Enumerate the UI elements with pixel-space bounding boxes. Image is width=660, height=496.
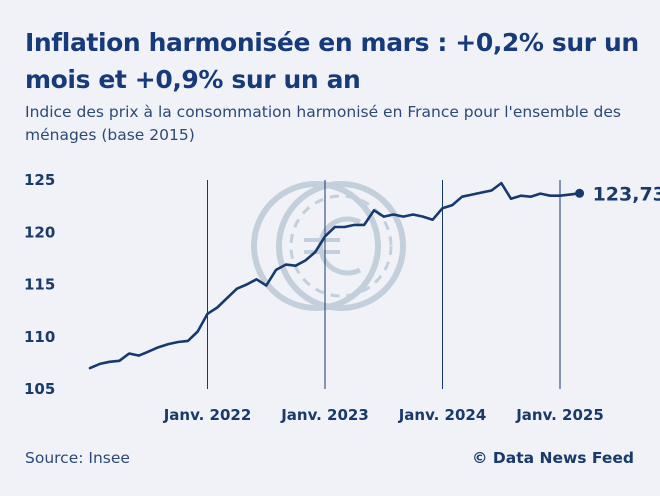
data-point: [264, 284, 268, 288]
data-point: [401, 215, 405, 219]
last-point-marker: [575, 188, 585, 198]
data-point: [548, 194, 552, 198]
data-point: [313, 250, 317, 254]
data-point: [176, 340, 180, 344]
data-point: [333, 225, 337, 229]
x-tick-label: Janv. 2024: [398, 406, 487, 424]
series-line: [88, 181, 581, 370]
data-point: [284, 263, 288, 267]
data-point: [441, 206, 445, 210]
y-tick-label: 120: [24, 223, 55, 241]
last-value-label: 123,73: [593, 183, 660, 205]
january-gridlines: [207, 180, 561, 389]
y-tick-label: 115: [24, 276, 55, 294]
data-point: [362, 223, 366, 227]
data-point: [254, 277, 258, 281]
data-point: [568, 193, 572, 197]
data-point: [98, 362, 102, 366]
data-point: [137, 354, 141, 358]
data-point: [499, 181, 503, 185]
data-point: [431, 218, 435, 222]
euro-coin-icon: [251, 181, 406, 311]
y-axis: 125 120 115 110 105: [24, 171, 55, 398]
data-point: [225, 296, 229, 300]
data-point: [147, 349, 151, 353]
data-point: [323, 234, 327, 238]
x-tick-label: Janv. 2025: [515, 406, 604, 424]
data-point: [460, 195, 464, 199]
data-point: [538, 192, 542, 196]
data-point: [127, 351, 131, 355]
data-point: [411, 212, 415, 216]
chart-title: Inflation harmonisée en mars : +0,2% sur…: [25, 28, 639, 94]
data-point: [274, 268, 278, 272]
data-point: [117, 359, 121, 363]
data-point: [470, 193, 474, 197]
data-point: [509, 197, 513, 201]
data-point: [489, 188, 493, 192]
y-tick-label: 110: [24, 328, 55, 346]
data-point: [529, 195, 533, 199]
data-point: [186, 339, 190, 343]
data-point: [88, 366, 92, 370]
data-point: [166, 342, 170, 346]
data-point: [450, 203, 454, 207]
data-point: [215, 305, 219, 309]
y-tick-label: 125: [24, 171, 55, 189]
data-point: [206, 312, 210, 316]
data-point: [245, 283, 249, 287]
chart-subtitle: Indice des prix à la consommation harmon…: [25, 103, 621, 144]
data-point: [392, 212, 396, 216]
x-tick-label: Janv. 2022: [163, 406, 252, 424]
data-point: [294, 264, 298, 268]
y-tick-label: 105: [24, 380, 55, 398]
data-point: [480, 191, 484, 195]
x-axis: Janv. 2022 Janv. 2023 Janv. 2024 Janv. 2025: [163, 406, 604, 424]
data-point: [108, 360, 112, 364]
data-point: [421, 215, 425, 219]
data-point: [352, 223, 356, 227]
data-point: [519, 194, 523, 198]
data-point: [382, 215, 386, 219]
source-note: Source: Insee: [25, 449, 130, 467]
series-hicp: 123,73: [88, 181, 660, 370]
data-point: [343, 225, 347, 229]
data-point: [157, 345, 161, 349]
data-point: [558, 194, 562, 198]
data-point: [196, 330, 200, 334]
data-point: [235, 287, 239, 291]
x-tick-label: Janv. 2023: [280, 406, 369, 424]
brand-credit: © Data News Feed: [472, 449, 634, 467]
data-point: [303, 258, 307, 262]
data-point: [372, 208, 376, 212]
